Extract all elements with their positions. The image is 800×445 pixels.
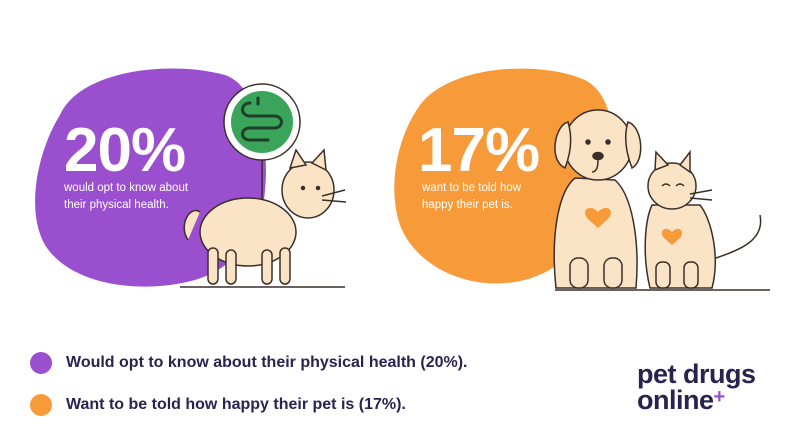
legend-label: Want to be told how happy their pet is (…	[66, 396, 406, 413]
logo-line-2: online+	[637, 384, 756, 415]
legend-label: Would opt to know about their physical h…	[66, 354, 468, 371]
heart-icon	[585, 207, 611, 228]
legend-swatch-purple	[30, 352, 52, 374]
legend: Would opt to know about their physical h…	[30, 350, 468, 434]
caption-happiness: want to be told how happy their pet is.	[422, 180, 582, 213]
value-label-happiness: 17%	[418, 116, 540, 185]
caption-physical-health: would opt to know about their physical h…	[64, 180, 224, 213]
intestine-icon	[231, 91, 293, 153]
cat-icon	[644, 149, 762, 289]
value-label-physical-health: 20%	[64, 116, 186, 185]
caption-line: their physical health.	[64, 198, 169, 211]
heart-icon	[661, 228, 683, 245]
dog-icon	[553, 109, 642, 289]
caption-line: would opt to know about	[64, 182, 189, 194]
legend-swatch-orange	[30, 394, 52, 416]
brand-logo: pet drugs online+	[637, 359, 756, 415]
logo-plus-icon: +	[713, 385, 726, 408]
legend-item-happiness: Want to be told how happy their pet is (…	[30, 392, 468, 418]
caption-line: happy their pet is.	[422, 198, 513, 211]
logo-line-1: pet drugs	[637, 359, 756, 389]
cat-icon	[183, 148, 347, 285]
caption-line: want to be told how	[422, 182, 522, 194]
legend-item-physical-health: Would opt to know about their physical h…	[30, 350, 468, 376]
logo-text: online	[637, 384, 714, 415]
